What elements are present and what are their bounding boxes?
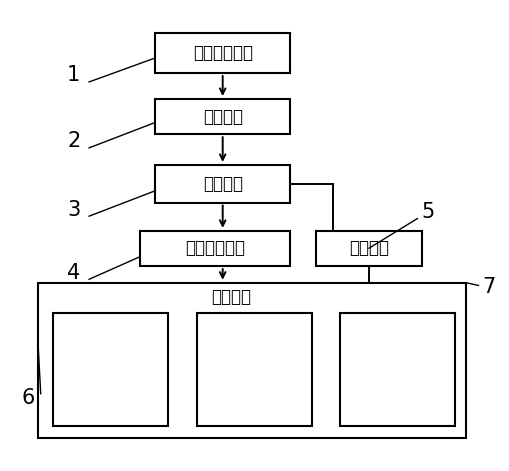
- Bar: [340, 313, 455, 426]
- Text: 6: 6: [21, 388, 35, 408]
- Text: 输送单元: 输送单元: [349, 239, 389, 258]
- Bar: [155, 33, 290, 73]
- Bar: [38, 283, 466, 438]
- Text: 2: 2: [67, 131, 80, 151]
- Text: 5: 5: [421, 202, 434, 222]
- Bar: [155, 99, 290, 134]
- Bar: [140, 231, 290, 266]
- Bar: [316, 231, 422, 266]
- Text: 分拣单元: 分拣单元: [203, 107, 243, 126]
- Text: 4: 4: [67, 263, 80, 283]
- Bar: [197, 313, 312, 426]
- Text: 3: 3: [67, 200, 80, 219]
- Bar: [53, 313, 168, 426]
- Text: 7: 7: [482, 277, 495, 297]
- Text: 破碎单元: 破碎单元: [203, 175, 243, 193]
- Text: 沉淀单元: 沉淀单元: [212, 288, 251, 306]
- Text: 1: 1: [67, 65, 80, 85]
- Text: 金属检测单元: 金属检测单元: [193, 44, 252, 62]
- Bar: [155, 165, 290, 203]
- Text: 水洗过滤单元: 水洗过滤单元: [185, 239, 245, 258]
